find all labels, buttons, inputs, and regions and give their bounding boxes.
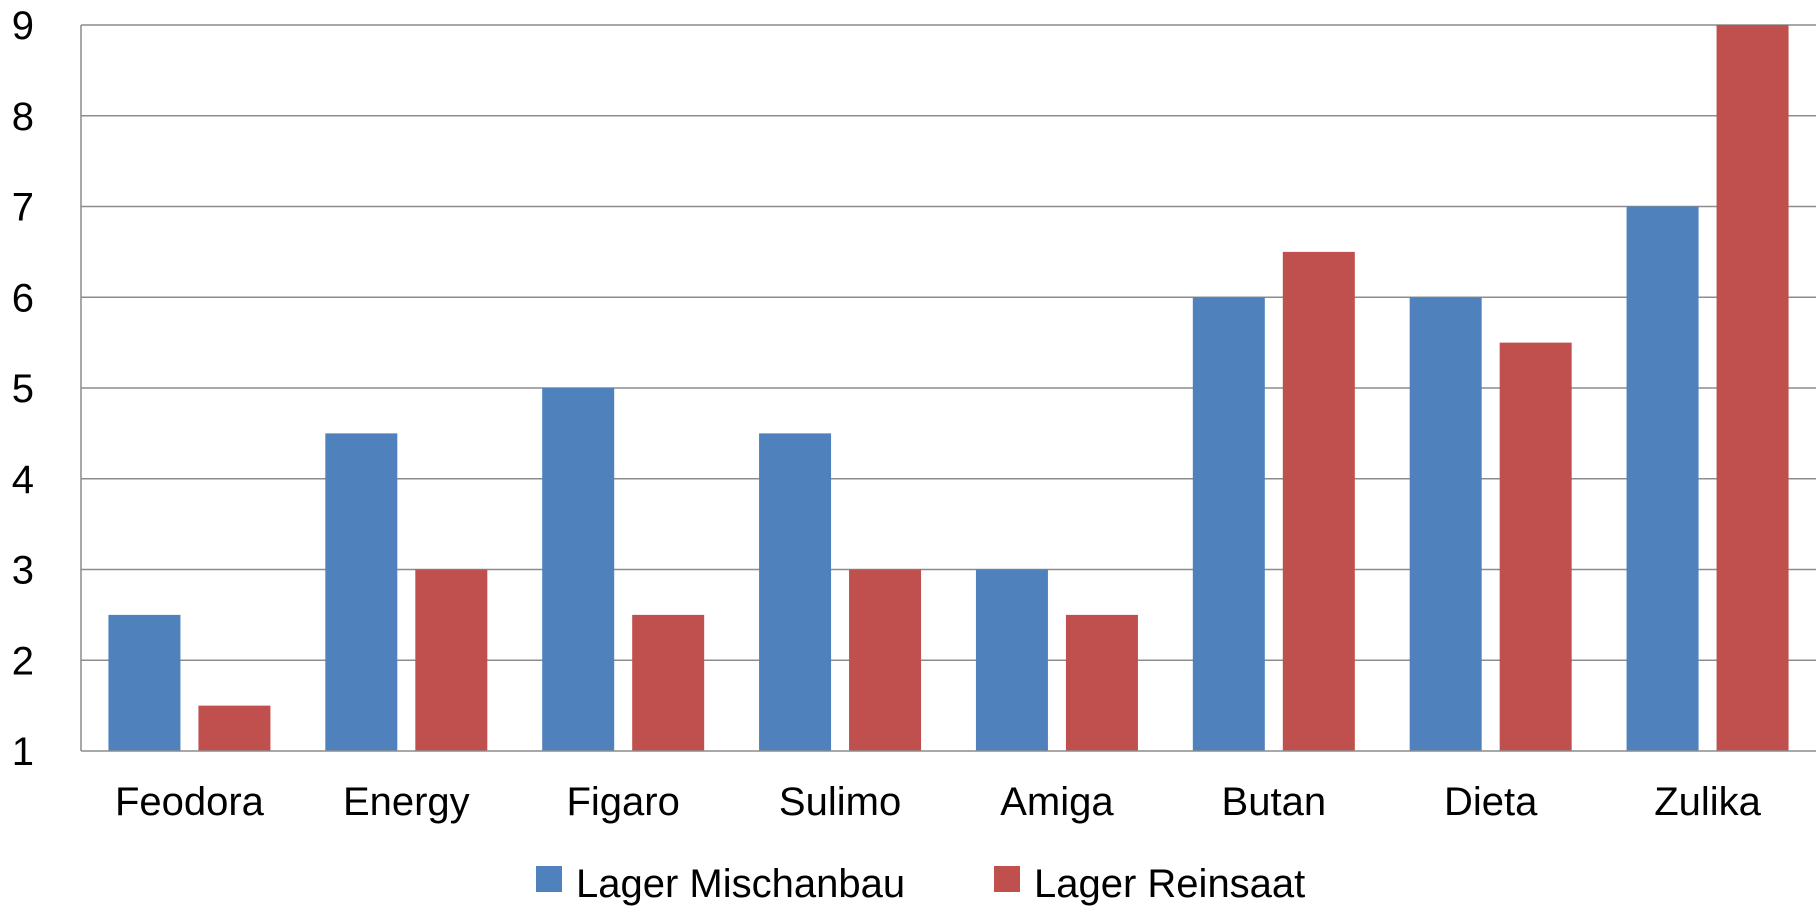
bar-sulimo-series-2 [849,569,922,751]
bar-figaro-series-1 [542,388,615,751]
legend-label-series-1: Lager Mischanbau [576,862,905,906]
bar-energy-series-2 [415,569,488,751]
bars [108,25,1789,751]
bar-zulika-series-2 [1716,25,1789,751]
bar-feodora-series-2 [198,705,271,751]
bar-butan-series-1 [1192,297,1265,751]
y-tick-label: 1 [12,730,34,774]
bar-feodora-series-1 [108,614,181,751]
legend-swatch-series-2 [994,866,1020,892]
y-tick-label: 6 [12,276,34,320]
x-category-label: Amiga [1000,780,1114,824]
x-category-label: Figaro [566,780,679,824]
y-tick-label: 9 [12,4,34,48]
bar-figaro-series-2 [632,614,705,751]
axes: 1 2 3 4 5 6 7 8 9 Feodora Energy Figaro Sulimo Amiga B… [12,4,1816,824]
bar-amiga-series-1 [975,569,1048,751]
x-category-label: Butan [1222,780,1327,824]
y-tick-label: 3 [12,549,34,593]
x-category-label: Dieta [1444,780,1538,824]
y-tick-label: 5 [12,367,34,411]
bar-sulimo-series-1 [759,433,832,751]
legend-swatch-series-1 [536,866,562,892]
y-tick-label: 2 [12,639,34,683]
y-tick-label: 8 [12,95,34,139]
bar-zulika-series-1 [1626,206,1699,751]
legend-label-series-2: Lager Reinsaat [1034,862,1305,906]
x-category-label: Feodora [115,780,265,824]
x-category-label: Energy [343,780,470,824]
y-tick-label: 7 [12,186,34,230]
legend: Lager Mischanbau Lager Reinsaat [536,862,1305,906]
bar-energy-series-1 [325,433,398,751]
bar-amiga-series-2 [1065,614,1138,751]
bar-butan-series-2 [1282,251,1355,751]
bar-dieta-series-2 [1499,342,1572,751]
bar-dieta-series-1 [1409,297,1482,751]
x-category-label: Zulika [1654,780,1761,824]
y-tick-label: 4 [12,458,34,502]
x-category-label: Sulimo [779,780,901,824]
